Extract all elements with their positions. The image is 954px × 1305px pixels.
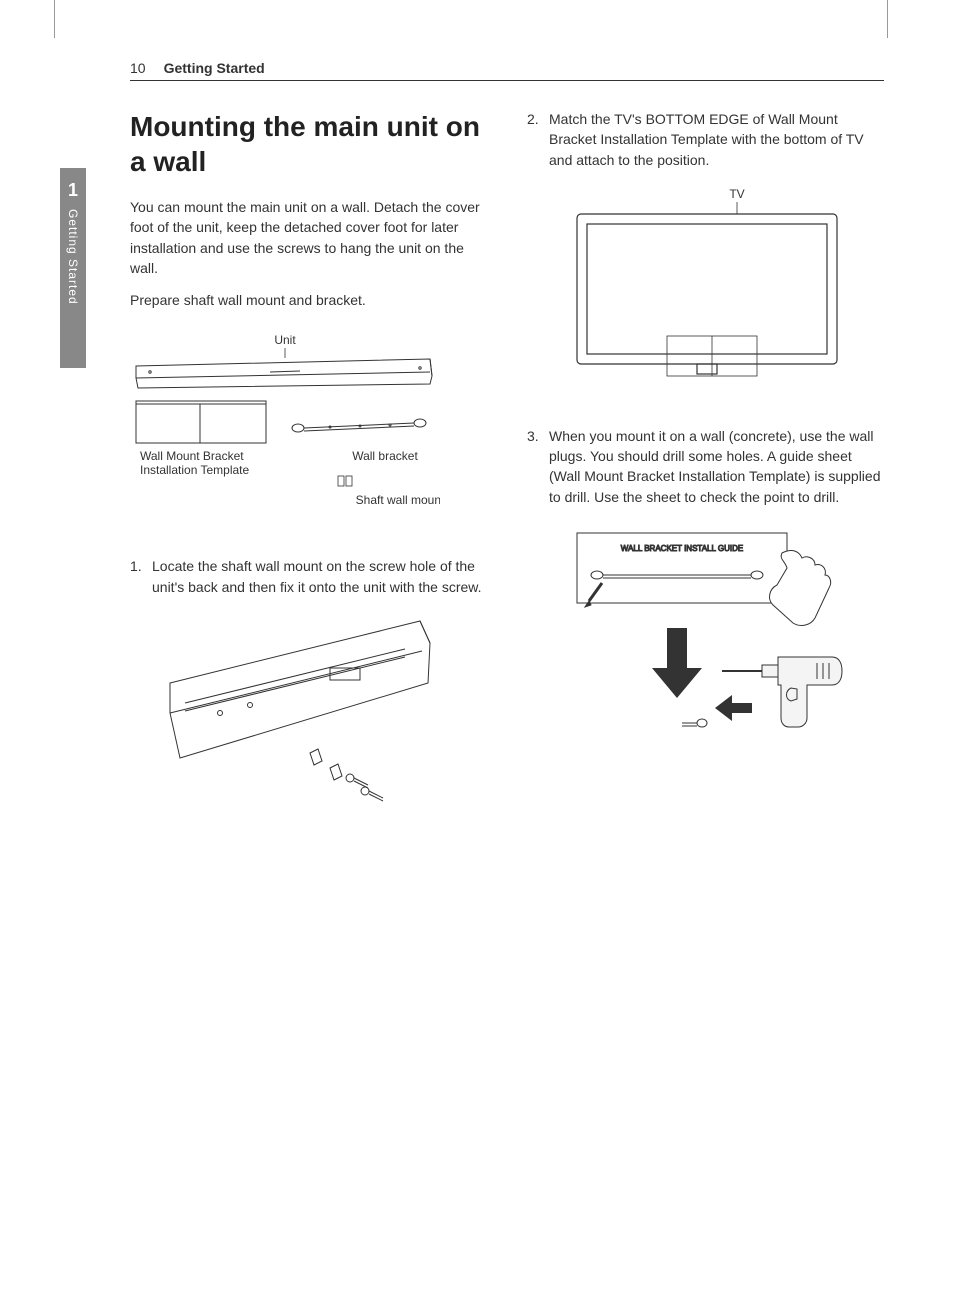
step-number: 3. [527, 426, 549, 507]
step-2: 2. Match the TV's BOTTOM EDGE of Wall Mo… [527, 109, 884, 170]
shaft-mount-icon [338, 476, 352, 486]
parts-figure: Unit [130, 326, 487, 526]
tv-label: TV [729, 187, 744, 201]
shaft-label: Shaft wall mount [356, 493, 440, 507]
right-column: 2. Match the TV's BOTTOM EDGE of Wall Mo… [527, 109, 884, 843]
crop-mark [54, 0, 55, 38]
step-1: 1. Locate the shaft wall mount on the sc… [130, 556, 487, 597]
template-icon [136, 401, 266, 443]
template-position-icon [667, 336, 757, 376]
intro-paragraph-2: Prepare shaft wall mount and bracket. [130, 290, 487, 310]
bracket-label: Wall bracket [352, 449, 418, 463]
wall-plug-icon [682, 719, 707, 727]
step3-figure: WALL BRACKET INSTALL GUIDE [567, 523, 884, 753]
hand-icon [770, 551, 831, 626]
step-number: 1. [130, 556, 152, 597]
side-tab-number: 1 [68, 180, 78, 201]
arrow-left-icon [715, 695, 752, 721]
guide-sheet-label: WALL BRACKET INSTALL GUIDE [621, 544, 743, 553]
page-number: 10 [130, 60, 146, 76]
two-column-layout: Mounting the main unit on a wall You can… [130, 109, 884, 843]
shaft-screw-icon [310, 749, 383, 801]
step1-figure [160, 613, 487, 813]
step-text: Locate the shaft wall mount on the screw… [152, 556, 487, 597]
page-content: 10 Getting Started 1 Getting Started Mou… [60, 60, 884, 1245]
step-text: Match the TV's BOTTOM EDGE of Wall Mount… [549, 109, 884, 170]
step2-figure: TV [557, 186, 884, 396]
left-column: Mounting the main unit on a wall You can… [130, 109, 487, 843]
step-3: 3. When you mount it on a wall (concrete… [527, 426, 884, 507]
step-number: 2. [527, 109, 549, 170]
guide-sheet-icon: WALL BRACKET INSTALL GUIDE [577, 533, 787, 607]
unit-label: Unit [274, 333, 296, 347]
page-header: 10 Getting Started [130, 60, 884, 81]
tv-icon [577, 214, 837, 374]
template-label-line1: Wall Mount Bracket [140, 449, 244, 463]
header-section: Getting Started [164, 60, 265, 76]
page-title: Mounting the main unit on a wall [130, 109, 487, 179]
soundbar-back-icon [170, 621, 430, 758]
side-tab-label: Getting Started [66, 209, 80, 305]
intro-paragraph-1: You can mount the main unit on a wall. D… [130, 197, 487, 278]
template-label-line2: Installation Template [140, 463, 250, 477]
side-tab: 1 Getting Started [60, 168, 86, 368]
unit-icon [136, 359, 432, 388]
arrow-down-icon [652, 628, 702, 698]
wall-bracket-icon [292, 419, 426, 432]
step-text: When you mount it on a wall (concrete), … [549, 426, 884, 507]
drill-icon [722, 657, 842, 727]
crop-mark [887, 0, 888, 38]
